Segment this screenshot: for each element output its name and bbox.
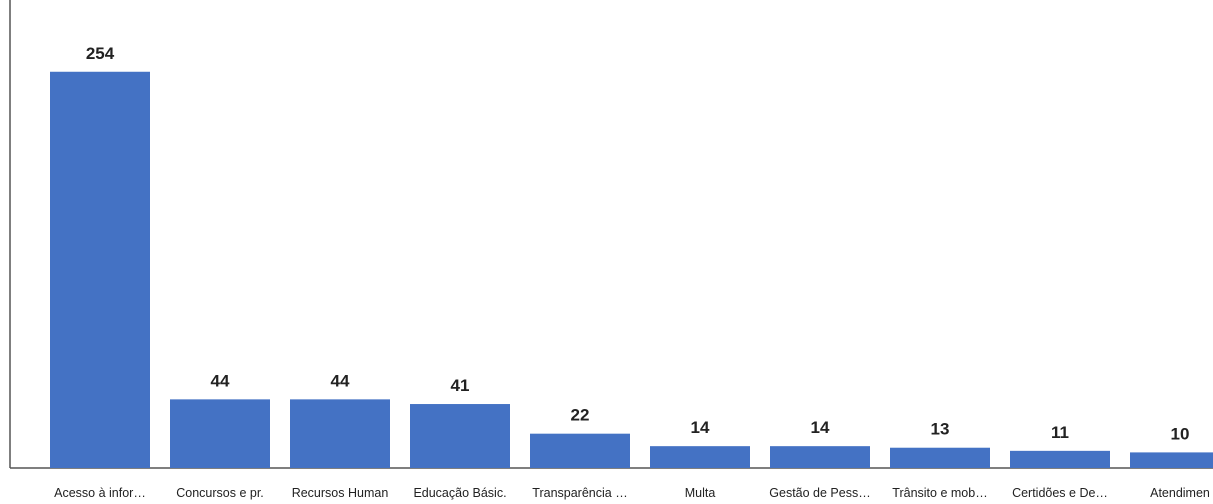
- bar: [170, 399, 270, 468]
- x-tick-label: Certidões e De…: [1012, 486, 1108, 500]
- bar: [890, 448, 990, 468]
- bar: [1130, 452, 1213, 468]
- bar: [50, 72, 150, 468]
- x-tick-label: Multa: [685, 486, 716, 500]
- x-tick-label: Concursos e pr.: [176, 486, 264, 500]
- value-label: 14: [691, 418, 710, 437]
- x-tick-label: Gestão de Pess…: [769, 486, 870, 500]
- value-label: 44: [331, 371, 350, 390]
- bar: [530, 434, 630, 468]
- value-label: 11: [1051, 423, 1069, 442]
- value-label: 13: [931, 420, 950, 439]
- x-tick-label: Recursos Human: [292, 486, 389, 500]
- x-tick-label: Atendimen: [1150, 486, 1210, 500]
- value-label: 41: [451, 376, 470, 395]
- bar: [1010, 451, 1110, 468]
- chart: 254 Acesso à infor… 44 Concursos e pr. 44 Rec…: [0, 0, 1213, 504]
- bar: [410, 404, 510, 468]
- value-label: 22: [571, 406, 590, 425]
- bar: [290, 399, 390, 468]
- bar: [770, 446, 870, 468]
- x-tick-label: Transparência …: [532, 486, 627, 500]
- page: {"chart_data": {"type": "bar", "categori…: [0, 0, 1213, 504]
- x-tick-label: Trânsito e mob…: [892, 486, 987, 500]
- bar: [650, 446, 750, 468]
- x-tick-label: Educação Básic.: [413, 486, 506, 500]
- x-tick-label: Acesso à infor…: [54, 486, 146, 500]
- value-label: 10: [1171, 424, 1190, 443]
- value-label: 14: [811, 418, 830, 437]
- value-label: 254: [86, 44, 115, 63]
- value-label: 44: [211, 371, 230, 390]
